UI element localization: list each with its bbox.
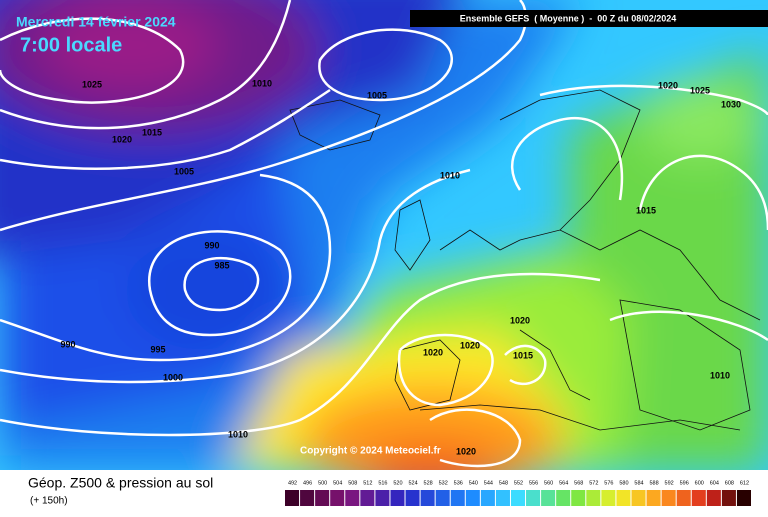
- scale-swatch: [495, 490, 510, 506]
- footer-lead: (+ 150h): [30, 496, 68, 507]
- scale-swatch: [390, 490, 405, 506]
- color-scale: 492 496 500 504 508 512 516 520 524 528 532 536 540 5…: [285, 480, 751, 506]
- scale-label: 612: [740, 480, 749, 486]
- scale-swatch: [526, 490, 541, 506]
- scale-swatch: [616, 490, 631, 506]
- run-banner: [410, 10, 768, 27]
- isobar-label: 1010: [440, 170, 460, 180]
- isobar-label: 1010: [228, 429, 248, 439]
- scale-label: 564: [559, 480, 568, 486]
- scale-label: 512: [363, 480, 372, 486]
- scale-label: 536: [454, 480, 463, 486]
- scale-label: 608: [725, 480, 734, 486]
- scale-label: 516: [378, 480, 387, 486]
- isobar-label: 1015: [513, 350, 533, 360]
- run-info: Ensemble GEFS ( Moyenne ) - 00 Z du 08/0…: [460, 13, 677, 23]
- scale-swatch: [405, 490, 420, 506]
- scale-label: 580: [619, 480, 628, 486]
- isobar-label: 1030: [721, 99, 741, 109]
- scale-label: 532: [439, 480, 448, 486]
- scale-label: 572: [589, 480, 598, 486]
- scale-label: 596: [680, 480, 689, 486]
- isobar-label: 985: [214, 260, 229, 270]
- scale-label: 556: [529, 480, 538, 486]
- scale-swatch: [465, 490, 480, 506]
- scale-swatch: [375, 490, 390, 506]
- scale-label: 560: [544, 480, 553, 486]
- scale-swatch: [691, 490, 706, 506]
- isobar-label: 1005: [174, 166, 194, 176]
- scale-swatch: [360, 490, 375, 506]
- scale-label: 508: [348, 480, 357, 486]
- scale-label: 576: [604, 480, 613, 486]
- forecast-date: Mercredi 14 février 2024: [16, 14, 176, 30]
- isobars: [0, 0, 768, 468]
- scale-swatch: [510, 490, 526, 506]
- scale-swatch: [601, 490, 616, 506]
- scale-swatch: [480, 490, 495, 506]
- scale-swatch: [571, 490, 586, 506]
- scale-swatch: [676, 490, 691, 506]
- isobar-label: 990: [60, 339, 75, 349]
- isobar-label: 1020: [460, 340, 480, 350]
- scale-swatch: [721, 490, 736, 506]
- scale-label: 520: [393, 480, 402, 486]
- scale-swatch: [646, 490, 661, 506]
- scale-label: 588: [649, 480, 658, 486]
- isobar-label: 1015: [142, 127, 162, 137]
- isobar-label: 1015: [636, 205, 656, 215]
- scale-swatch: [330, 490, 345, 506]
- isobar-label: 1020: [510, 315, 530, 325]
- scale-swatch: [420, 490, 435, 506]
- scale-swatch: [541, 490, 556, 506]
- scale-swatch: [435, 490, 450, 506]
- copyright: Copyright © 2024 Meteociel.fr: [300, 446, 441, 457]
- scale-swatch: [631, 490, 646, 506]
- isobar-labels: 1025 1010 1005 1020 1015 1005 1010 1020 1025 1030…: [60, 78, 741, 456]
- scale-swatch: [736, 490, 751, 506]
- isobar-label: 1000: [163, 372, 183, 382]
- scale-label: 500: [318, 480, 327, 486]
- map-area: 1025 1010 1005 1020 1015 1005 1010 1020 1025 1030…: [0, 0, 768, 470]
- isobar-label: 1025: [82, 79, 102, 89]
- scale-swatch: [706, 490, 721, 506]
- scale-label: 584: [634, 480, 643, 486]
- scale-swatch: [315, 490, 330, 506]
- isobar-label: 1010: [710, 370, 730, 380]
- coastlines: [289, 89, 761, 431]
- scale-label: 524: [408, 480, 417, 486]
- isobar-label: 1005: [367, 90, 387, 100]
- isobar-label: 1010: [252, 78, 272, 88]
- scale-label: 552: [514, 480, 523, 486]
- scale-label: 544: [484, 480, 493, 486]
- isobar-label: 1020: [112, 134, 132, 144]
- scale-swatch: [345, 490, 360, 506]
- scale-swatch: [300, 490, 315, 506]
- scale-swatch: [285, 490, 300, 506]
- isobar-label: 995: [150, 344, 165, 354]
- scale-label: 548: [499, 480, 508, 486]
- scale-label: 496: [303, 480, 312, 486]
- scale-label: 528: [424, 480, 433, 486]
- scale-swatch: [556, 490, 571, 506]
- scale-swatch: [450, 490, 465, 506]
- isobar-label: 990: [204, 240, 219, 250]
- forecast-time: 7:00 locale: [20, 34, 122, 56]
- isobar-label: 1020: [423, 347, 443, 357]
- scale-label: 504: [333, 480, 342, 486]
- scale-label: 604: [710, 480, 719, 486]
- isobar-label: 1020: [456, 446, 476, 456]
- scale-label: 540: [469, 480, 478, 486]
- isobar-label: 1025: [690, 85, 710, 95]
- scale-label: 492: [288, 480, 297, 486]
- scale-swatch: [586, 490, 601, 506]
- scale-swatch: [661, 490, 676, 506]
- scale-label: 592: [665, 480, 674, 486]
- isobar-label: 1020: [658, 80, 678, 90]
- scale-label: 600: [695, 480, 704, 486]
- footer-title: Géop. Z500 & pression au sol: [28, 475, 213, 491]
- scale-label: 568: [574, 480, 583, 486]
